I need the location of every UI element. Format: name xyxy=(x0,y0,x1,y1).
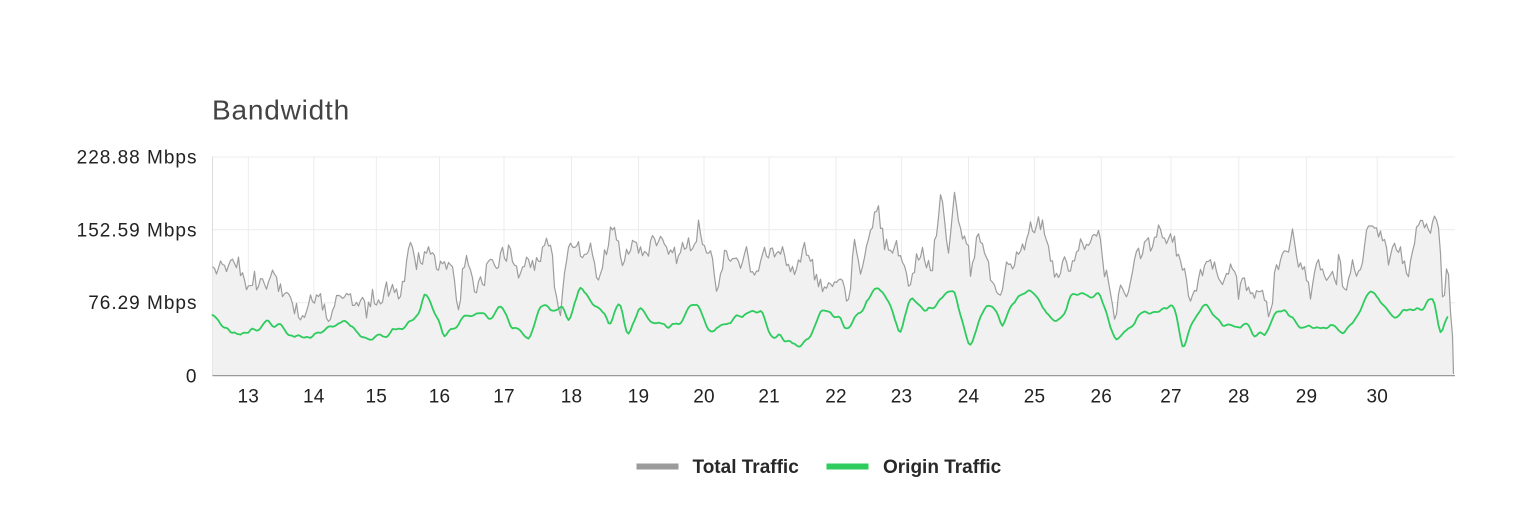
svg-text:26: 26 xyxy=(1091,387,1113,408)
svg-text:18: 18 xyxy=(561,387,583,408)
svg-text:Origin Traffic: Origin Traffic xyxy=(883,457,1002,478)
svg-text:17: 17 xyxy=(493,387,515,408)
svg-text:29: 29 xyxy=(1296,387,1318,408)
svg-text:0: 0 xyxy=(186,366,198,387)
svg-text:21: 21 xyxy=(758,387,780,408)
svg-text:228.88 Mbps: 228.88 Mbps xyxy=(77,148,198,169)
svg-text:24: 24 xyxy=(958,387,980,408)
svg-text:Bandwidth: Bandwidth xyxy=(212,95,350,126)
svg-text:15: 15 xyxy=(366,387,388,408)
svg-text:19: 19 xyxy=(628,387,650,408)
svg-text:13: 13 xyxy=(238,387,260,408)
svg-text:25: 25 xyxy=(1024,387,1046,408)
svg-text:28: 28 xyxy=(1228,387,1250,408)
svg-text:22: 22 xyxy=(825,387,847,408)
svg-text:152.59 Mbps: 152.59 Mbps xyxy=(77,220,198,241)
svg-text:23: 23 xyxy=(891,387,913,408)
svg-text:30: 30 xyxy=(1367,387,1389,408)
svg-text:Total Traffic: Total Traffic xyxy=(693,457,800,478)
svg-text:27: 27 xyxy=(1160,387,1182,408)
svg-text:20: 20 xyxy=(693,387,715,408)
svg-text:76.29 Mbps: 76.29 Mbps xyxy=(88,293,197,314)
svg-text:14: 14 xyxy=(303,387,325,408)
svg-text:16: 16 xyxy=(429,387,451,408)
